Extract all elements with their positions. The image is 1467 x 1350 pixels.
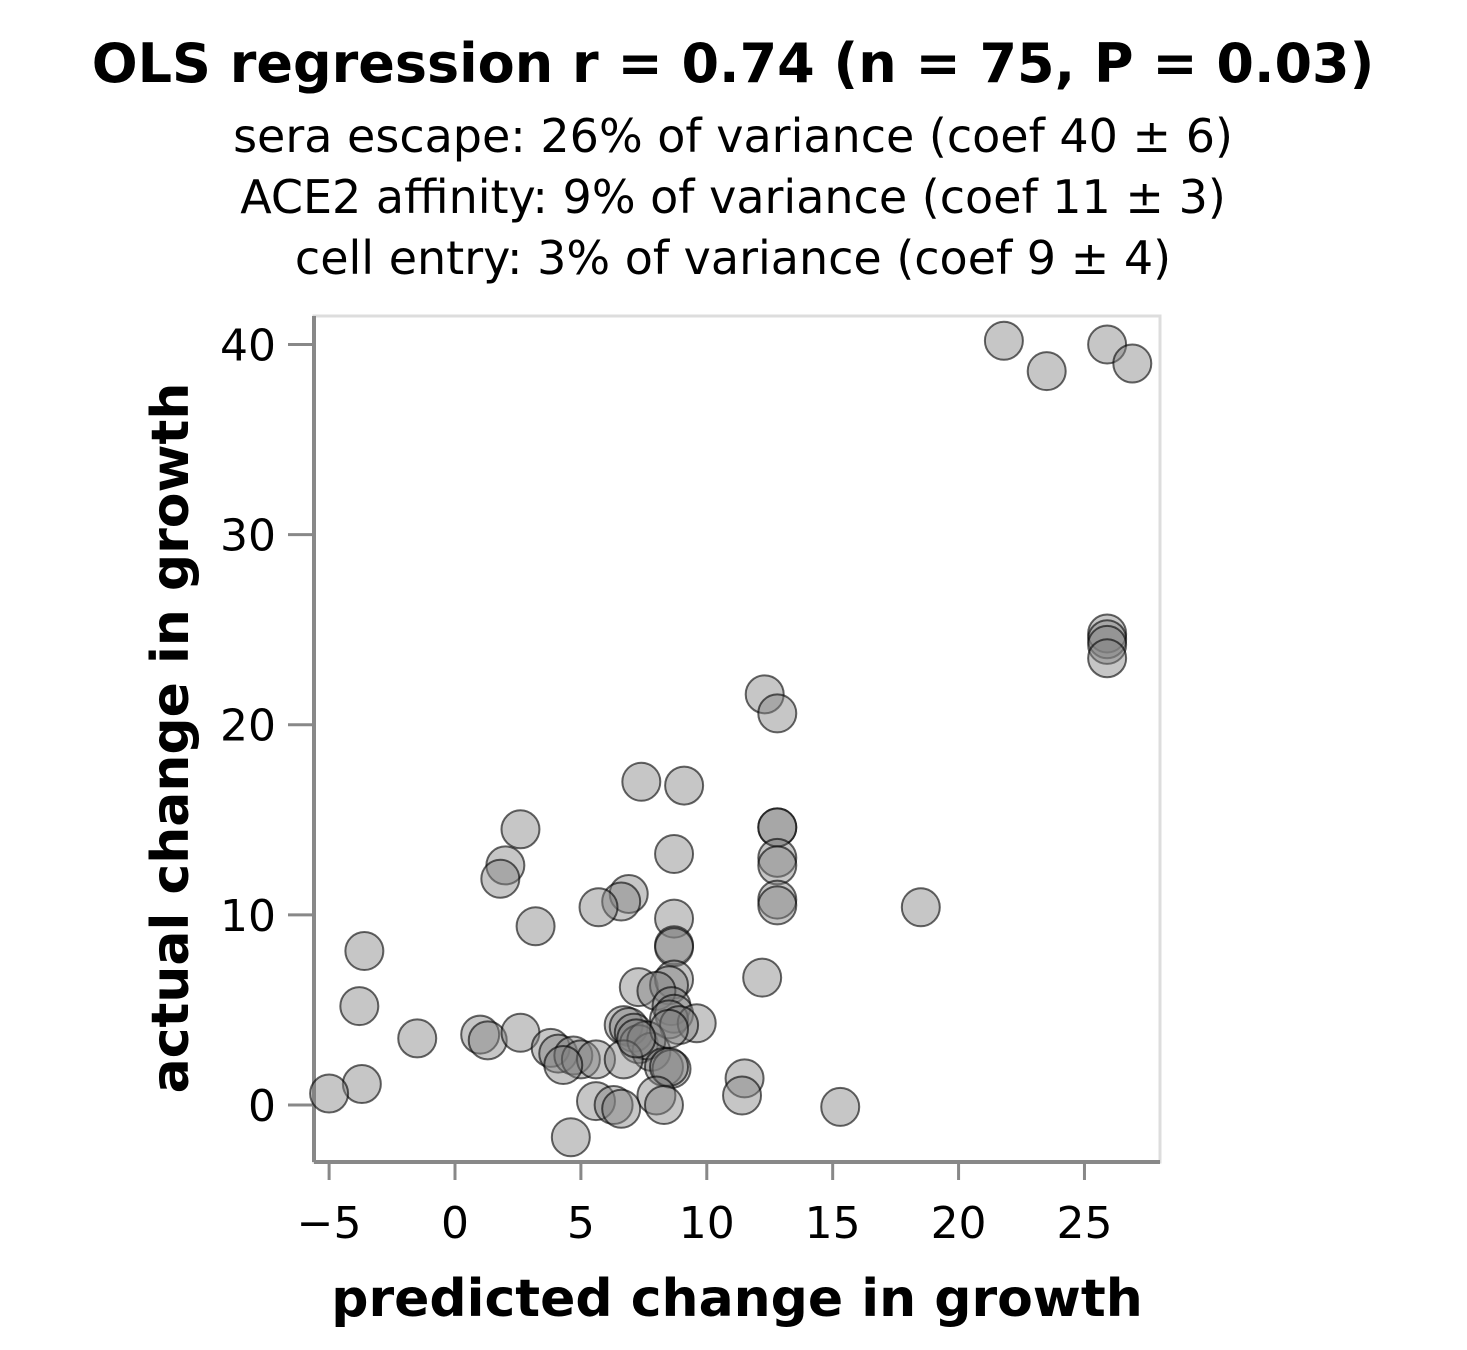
x-tick-label: 10 — [679, 1198, 735, 1249]
chart-subtitle-line-2: ACE2 affinity: 9% of variance (coef 11 ±… — [240, 170, 1226, 224]
data-point — [757, 885, 798, 926]
data-point — [397, 1018, 438, 1059]
data-point — [616, 1018, 657, 1059]
data-point — [621, 761, 662, 802]
data-point — [757, 845, 798, 886]
data-point — [1026, 351, 1067, 392]
y-tick-label: 10 — [220, 891, 276, 942]
data-point — [543, 1045, 584, 1086]
data-point — [618, 967, 659, 1008]
x-tick-label: 15 — [805, 1198, 861, 1249]
data-point — [664, 765, 705, 806]
data-point — [309, 1073, 350, 1114]
data-point — [601, 1088, 642, 1129]
data-point — [500, 809, 541, 850]
data-point — [1087, 638, 1128, 679]
data-point — [593, 1084, 634, 1125]
chart-subtitle-line-1: sera escape: 26% of variance (coef 40 ± … — [233, 109, 1233, 163]
y-tick-label: 20 — [220, 701, 276, 752]
data-point — [515, 906, 556, 947]
x-axis-title: predicted change in growth — [331, 1269, 1142, 1329]
y-tick-label: 40 — [220, 321, 276, 372]
data-point — [480, 858, 521, 899]
x-tick-label: −5 — [297, 1198, 362, 1249]
data-point — [601, 881, 642, 922]
data-point — [900, 887, 941, 928]
data-point — [742, 957, 783, 998]
x-tick-label: 0 — [441, 1198, 469, 1249]
chart-subtitle-line-3: cell entry: 3% of variance (coef 9 ± 4) — [295, 231, 1171, 285]
y-tick-label: 30 — [220, 511, 276, 562]
data-point — [578, 887, 619, 928]
data-point — [467, 1020, 508, 1061]
chart-title: OLS regression r = 0.74 (n = 75, P = 0.0… — [92, 32, 1375, 95]
data-point — [643, 1084, 684, 1125]
data-point — [757, 693, 798, 734]
x-axis: −5 0 5 10 15 20 25 — [297, 1160, 1160, 1249]
data-point — [460, 1014, 501, 1055]
y-tick-label: 0 — [248, 1081, 276, 1132]
data-point — [1087, 624, 1128, 665]
data-point — [744, 674, 785, 715]
data-point — [654, 834, 695, 875]
data-point — [603, 1039, 644, 1080]
data-point — [550, 1117, 591, 1158]
x-tick-label: 25 — [1056, 1198, 1112, 1249]
data-point — [724, 1058, 765, 1099]
data-point — [820, 1086, 861, 1127]
y-axis: 0 10 20 30 40 — [220, 316, 316, 1162]
data-point — [339, 986, 380, 1027]
data-point — [983, 320, 1024, 361]
data-points — [309, 320, 1153, 1158]
data-point — [649, 1008, 690, 1049]
x-tick-label: 20 — [931, 1198, 987, 1249]
y-axis-title: actual change in growth — [141, 383, 201, 1094]
data-point — [1112, 343, 1153, 384]
x-tick-label: 5 — [567, 1198, 595, 1249]
data-point — [608, 873, 649, 914]
data-point — [722, 1075, 763, 1116]
data-point — [576, 1039, 616, 1080]
data-point — [576, 1081, 616, 1122]
data-point — [341, 1064, 382, 1105]
plot-frame — [312, 314, 1162, 1164]
data-point — [344, 930, 385, 971]
